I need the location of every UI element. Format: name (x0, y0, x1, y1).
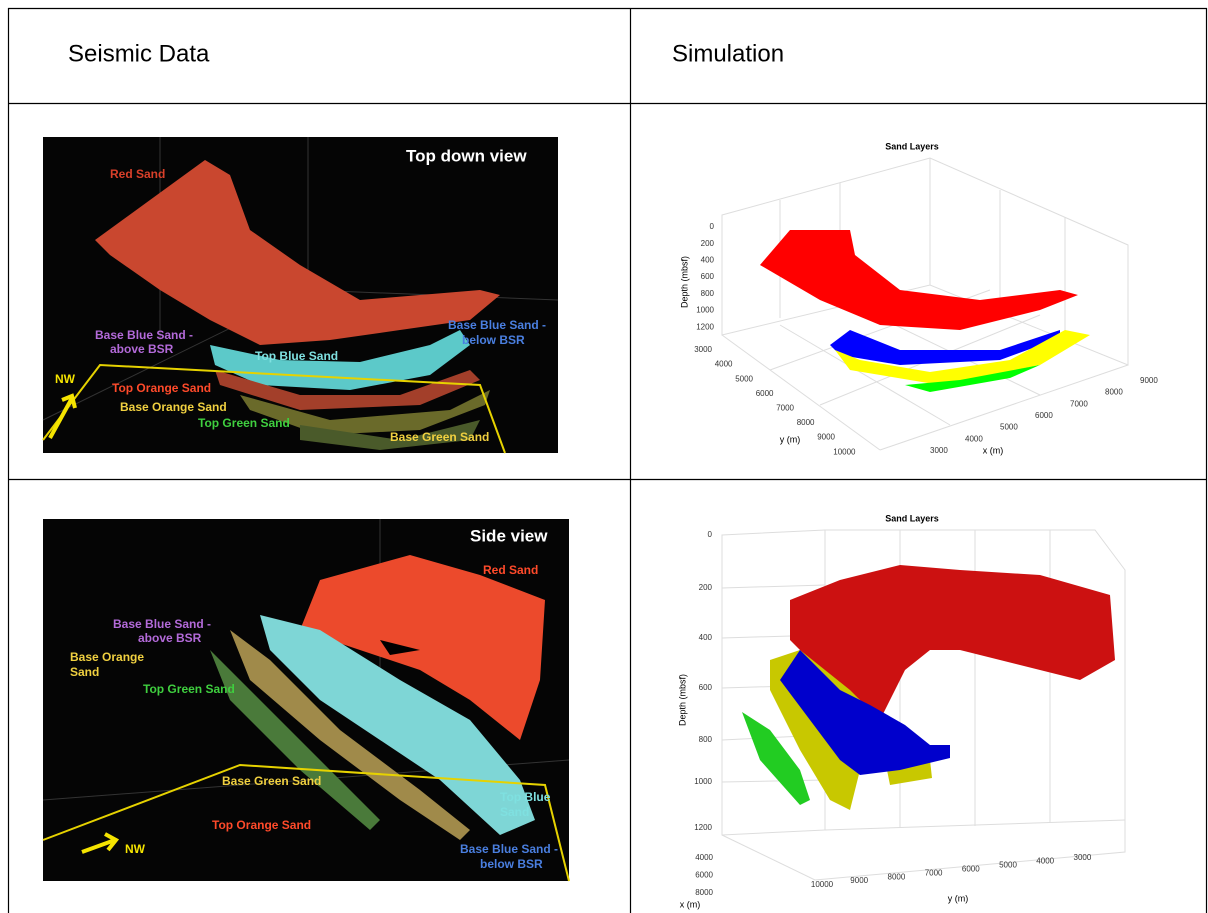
tick-label: 6000 (756, 389, 774, 398)
tick-label: 6000 (962, 865, 980, 874)
layer-label: Top Blue (500, 790, 551, 804)
tick-label: 800 (701, 289, 715, 298)
layer-label: below BSR (462, 333, 525, 347)
image-title: Side view (470, 526, 548, 545)
axis-label: y (m) (948, 893, 969, 903)
axis-label: Depth (mbsf) (679, 256, 689, 308)
layer-label: Sand (70, 665, 99, 679)
tick-label: 5000 (999, 861, 1017, 870)
sand-layer (760, 230, 1078, 330)
layer-label: below BSR (480, 857, 543, 871)
tick-label: 9000 (850, 876, 868, 885)
tick-label: 600 (701, 272, 715, 281)
tick-label: 1200 (694, 823, 712, 832)
tick-label: 800 (699, 735, 713, 744)
layer-label: Top Orange Sand (112, 381, 211, 395)
layer-label: above BSR (138, 631, 202, 645)
tick-label: 1000 (694, 777, 712, 786)
tick-label: 4000 (965, 434, 983, 443)
tick-label: 7000 (1070, 399, 1088, 408)
layer-label: Top Green Sand (198, 416, 290, 430)
tick-label: 10000 (833, 447, 856, 456)
tick-label: 5000 (1000, 423, 1018, 432)
layer-label: Base Green Sand (222, 774, 321, 788)
layer-label: Top Orange Sand (212, 818, 311, 832)
layer-label: Base Green Sand (390, 430, 489, 444)
axis-label: y (m) (780, 434, 801, 444)
layer-label: Sand (500, 805, 529, 819)
tick-label: 3000 (1074, 853, 1092, 862)
tick-label: 0 (708, 530, 713, 539)
tick-label: 7000 (776, 404, 794, 413)
plot-title: Sand Layers (885, 513, 939, 523)
tick-label: 1000 (696, 306, 714, 315)
tick-label: 400 (699, 633, 713, 642)
tick-label: 9000 (1140, 376, 1158, 385)
tick-label: 8000 (888, 872, 906, 881)
tick-label: 4000 (715, 360, 733, 369)
axis-label: x (m) (983, 445, 1004, 455)
layer-label: Red Sand (110, 167, 165, 181)
tick-label: 4000 (695, 853, 713, 862)
layer-label: above BSR (110, 342, 174, 356)
tick-label: 3000 (930, 446, 948, 455)
image-title: Top down view (406, 146, 527, 165)
tick-label: 5000 (735, 374, 753, 383)
tick-label: 1200 (696, 322, 714, 331)
layer-label: Base Blue Sand - (95, 328, 193, 342)
tick-label: 3000 (694, 345, 712, 354)
layer-label: NW (55, 372, 76, 386)
tick-label: 9000 (817, 433, 835, 442)
tick-label: 200 (699, 583, 713, 592)
tick-label: 6000 (695, 871, 713, 880)
tick-label: 0 (710, 222, 715, 231)
column-header: Simulation (672, 40, 784, 67)
layer-label: Base Blue Sand - (460, 842, 558, 856)
plot-title: Sand Layers (885, 141, 939, 151)
tick-label: 400 (701, 256, 715, 265)
tick-label: 8000 (1105, 388, 1123, 397)
column-header: Seismic Data (68, 40, 210, 67)
layer-label: NW (125, 842, 146, 856)
tick-label: 200 (701, 239, 715, 248)
layer-label: Base Orange Sand (120, 400, 227, 414)
layer-label: Base Blue Sand - (448, 318, 546, 332)
layer-label: Red Sand (483, 563, 538, 577)
tick-label: 7000 (925, 868, 943, 877)
layer-label: Base Blue Sand - (113, 617, 211, 631)
tick-label: 8000 (797, 418, 815, 427)
axis-label: Depth (mbsf) (677, 674, 687, 726)
tick-label: 600 (699, 683, 713, 692)
layer-label: Top Green Sand (143, 682, 235, 696)
page: Seismic Data Simulation (0, 0, 1208, 913)
layer-label: Top Blue Sand (255, 349, 338, 363)
tick-label: 8000 (695, 888, 713, 897)
tick-label: 10000 (811, 880, 834, 889)
tick-label: 6000 (1035, 411, 1053, 420)
axis-label: x (m) (680, 899, 701, 909)
layer-label: Base Orange (70, 650, 144, 664)
tick-label: 4000 (1036, 857, 1054, 866)
